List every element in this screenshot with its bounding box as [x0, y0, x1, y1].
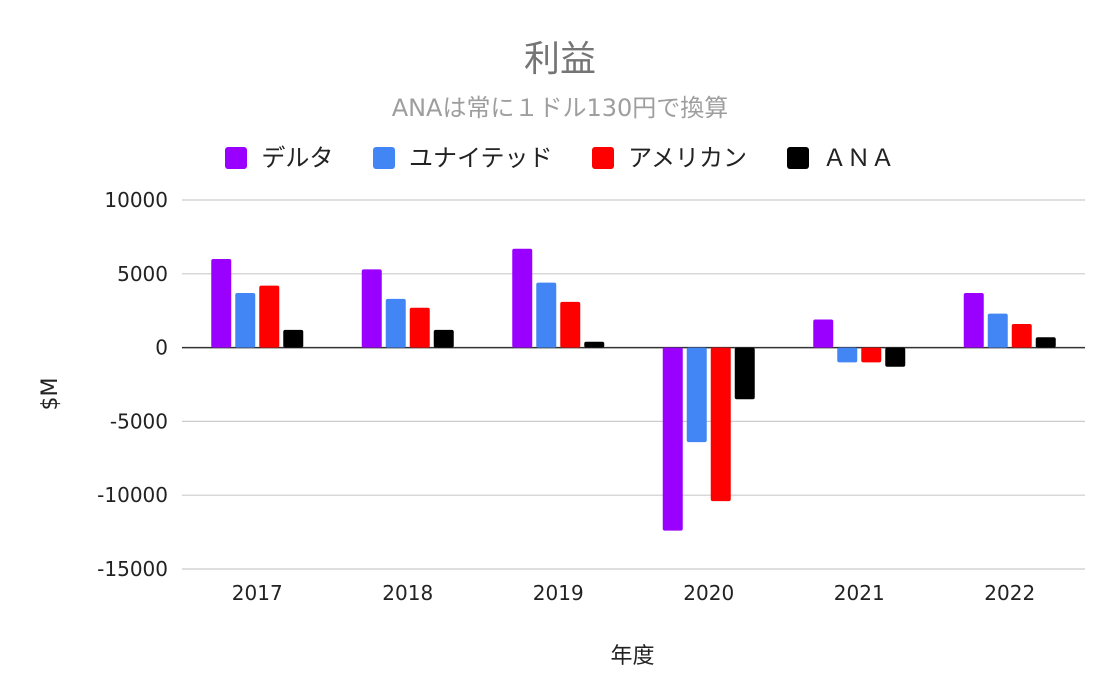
bar [433, 329, 454, 348]
bar [1011, 323, 1032, 348]
legend-label: ＡＮＡ [822, 144, 895, 172]
bar [584, 341, 605, 348]
y-tick-label: -10000 [97, 483, 168, 507]
bar [1035, 337, 1056, 348]
bar [512, 248, 533, 348]
bar [837, 347, 858, 363]
x-tick-label: 2020 [683, 581, 734, 605]
bar [385, 298, 406, 348]
bar [259, 285, 280, 348]
x-axis-title: 年度 [610, 644, 655, 669]
legend-label: アメリカン [628, 144, 747, 172]
x-tick-label: 2019 [533, 581, 584, 605]
y-tick-label: -15000 [97, 557, 168, 581]
legend-item-united[interactable]: ユナイテッド [373, 138, 553, 173]
y-tick-label: 0 [155, 336, 168, 360]
legend-item-ana[interactable]: ＡＮＡ [786, 138, 895, 173]
legend-swatch [225, 147, 248, 169]
x-tick-label: 2021 [834, 581, 885, 605]
legend-label: デルタ [261, 144, 334, 172]
bar [409, 307, 430, 348]
bar [861, 347, 882, 363]
bar [536, 282, 557, 348]
bar [361, 269, 382, 348]
y-tick-label: -5000 [110, 409, 168, 433]
y-tick-label: 10000 [104, 188, 168, 212]
legend-swatch [592, 147, 615, 169]
legend-label: ユナイテッド [409, 144, 553, 172]
bar [235, 292, 256, 348]
legend-swatch [373, 147, 395, 169]
legend-item-delta[interactable]: デルタ [225, 138, 333, 173]
chart-subtitle: ANAは常に１ドル130円で換算 [391, 94, 729, 122]
bar [686, 347, 707, 443]
bar [560, 301, 581, 348]
x-tick-label: 2017 [232, 581, 283, 605]
bar [662, 347, 683, 531]
bar [963, 292, 984, 348]
bar [813, 319, 834, 348]
x-tick-label: 2018 [382, 581, 433, 605]
bar [710, 347, 731, 502]
chart-title: 利益 [523, 39, 596, 80]
legend-item-american[interactable]: アメリカン [592, 138, 747, 173]
y-axis-title: $M [38, 377, 63, 411]
bar [283, 329, 304, 348]
y-tick-label: 5000 [117, 262, 168, 286]
legend-swatch [786, 147, 809, 169]
bar [734, 347, 755, 400]
bar [211, 259, 232, 348]
bar [987, 313, 1008, 348]
bar [885, 347, 906, 367]
legend: デルタ ユナイテッド アメリカン ＡＮＡ [0, 138, 1120, 173]
x-tick-label: 2022 [984, 581, 1035, 605]
